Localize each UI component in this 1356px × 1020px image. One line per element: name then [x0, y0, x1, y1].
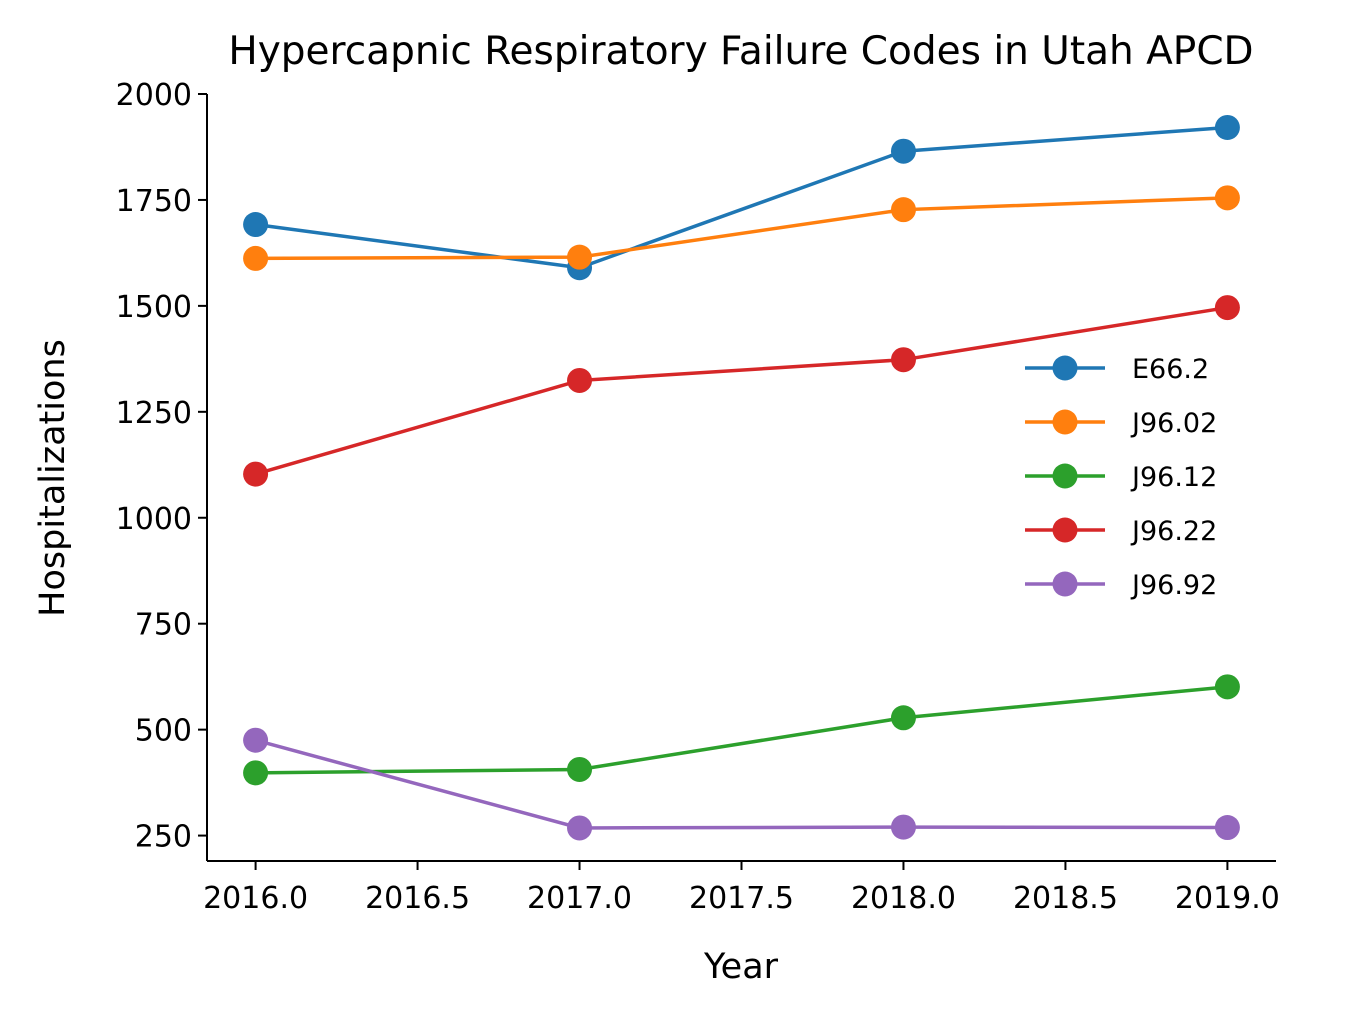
- data-point-J96.12-2017: [567, 756, 593, 782]
- y-axis-label: Hospitalizations: [33, 339, 73, 617]
- data-point-J96.92-2016: [243, 727, 269, 753]
- data-point-J96.02-2018: [890, 197, 916, 223]
- data-point-J96.02-2019: [1214, 185, 1240, 211]
- y-tick-label: 2000: [116, 78, 192, 113]
- series-line-J96.22: [255, 305, 1228, 476]
- series-line-E66.2: [255, 125, 1228, 270]
- y-tick-label: 1500: [116, 290, 192, 325]
- y-tick-label: 750: [135, 608, 192, 643]
- legend-marker-J96.92: [1052, 571, 1078, 597]
- legend-label-E66.2: E66.2: [1132, 354, 1209, 385]
- series-layer: [243, 114, 1240, 841]
- y-tick-label: 1250: [116, 396, 192, 431]
- data-point-J96.12-2019: [1214, 674, 1240, 700]
- x-axis-ticks: 2016.0 2016.5 2017.0 2017.5 2018.0 2018.5 2019…: [203, 861, 1280, 916]
- legend-marker-J96.12: [1052, 463, 1078, 489]
- x-axis-label: Year: [703, 947, 779, 987]
- legend-marker-E66.2: [1052, 355, 1078, 381]
- legend-label-J96.92: J96.92: [1130, 570, 1217, 601]
- data-point-J96.22-2016: [243, 461, 269, 487]
- series-line-J96.12: [255, 685, 1228, 775]
- data-point-J96.92-2017: [567, 815, 593, 841]
- y-axis-ticks: 250 500 750 1000 1250 1500 1750 2000: [116, 78, 207, 855]
- y-tick-label: 250: [135, 820, 192, 855]
- data-point-J96.12-2016: [243, 760, 269, 786]
- y-tick-label: 500: [135, 714, 192, 749]
- data-point-J96.22-2018: [890, 347, 916, 373]
- data-point-J96.92-2018: [890, 814, 916, 840]
- legend-label-J96.12: J96.12: [1130, 462, 1217, 493]
- series-line-J96.92: [255, 738, 1228, 830]
- legend-label-J96.02: J96.02: [1130, 408, 1217, 439]
- legend-marker-J96.22: [1052, 517, 1078, 543]
- legend-label-J96.22: J96.22: [1130, 516, 1217, 547]
- x-tick-label: 2018.0: [851, 881, 956, 916]
- x-tick-label: 2016.5: [365, 881, 470, 916]
- x-tick-label: 2019.0: [1175, 881, 1280, 916]
- legend: E66.2 J96.02 J96.12 J96.22 J96.92: [1025, 354, 1217, 601]
- data-point-J96.02-2017: [567, 244, 593, 270]
- x-tick-label: 2016.0: [203, 881, 308, 916]
- data-point-E66.2-2016: [243, 212, 269, 238]
- data-point-J96.22-2019: [1214, 295, 1240, 321]
- data-point-J96.22-2017: [567, 367, 593, 393]
- data-point-E66.2-2019: [1214, 114, 1240, 140]
- x-tick-label: 2017.5: [689, 881, 794, 916]
- data-point-J96.02-2016: [243, 245, 269, 271]
- data-point-J96.12-2018: [890, 705, 916, 731]
- data-point-J96.92-2019: [1214, 815, 1240, 841]
- x-tick-label: 2017.0: [527, 881, 632, 916]
- x-tick-label: 2018.5: [1013, 881, 1118, 916]
- series-line-J96.02: [255, 196, 1228, 261]
- data-point-E66.2-2018: [890, 138, 916, 164]
- legend-marker-J96.02: [1052, 409, 1078, 435]
- chart-title: Hypercapnic Respiratory Failure Codes in…: [228, 29, 1253, 74]
- y-tick-label: 1750: [116, 184, 192, 219]
- y-tick-label: 1000: [116, 502, 192, 537]
